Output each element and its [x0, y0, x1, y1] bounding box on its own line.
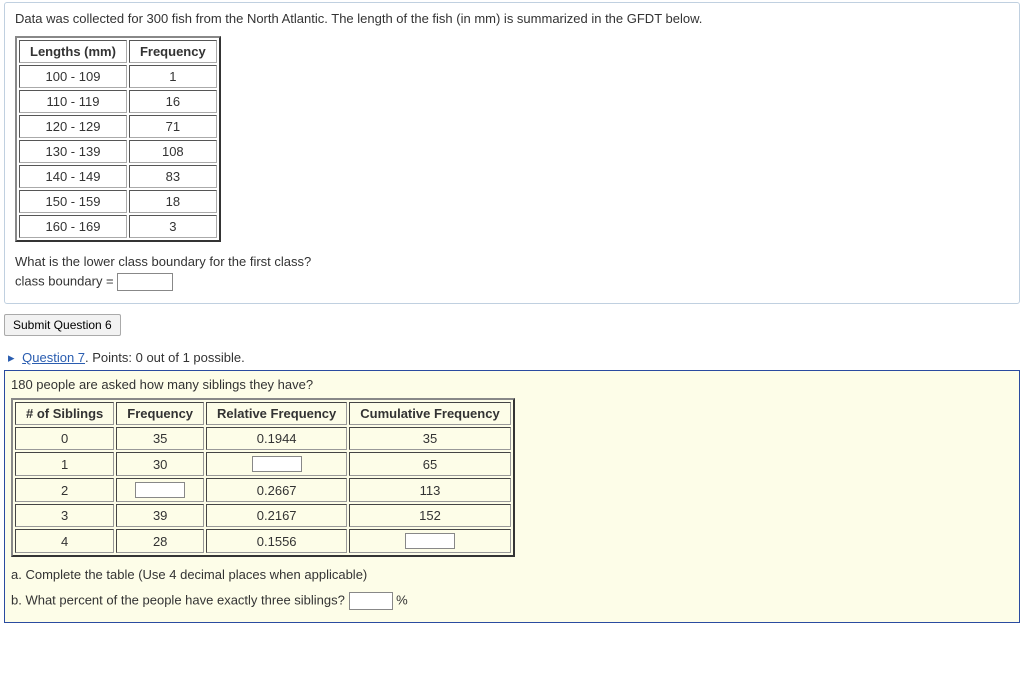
col-rel-frequency: Relative Frequency [206, 402, 347, 425]
table-header-row: # of Siblings Frequency Relative Frequen… [15, 402, 511, 425]
table-row: 0 35 0.1944 35 [15, 427, 511, 450]
question-7-link[interactable]: Question 7 [22, 350, 85, 365]
table-row: 3 39 0.2167 152 [15, 504, 511, 527]
question-6-box: Data was collected for 300 fish from the… [4, 2, 1020, 304]
table-row: 130 - 139108 [19, 140, 217, 163]
q7-freq-table: # of Siblings Frequency Relative Frequen… [11, 398, 515, 557]
submit-question-6-button[interactable]: Submit Question 6 [4, 314, 121, 336]
table-row: 4 28 0.1556 [15, 529, 511, 553]
q6-prompt: Data was collected for 300 fish from the… [15, 11, 1009, 26]
col-siblings: # of Siblings [15, 402, 114, 425]
class-boundary-input[interactable] [117, 273, 173, 291]
percent-sign: % [396, 592, 408, 607]
question-7-points: . Points: 0 out of 1 possible. [85, 350, 245, 365]
col-lengths: Lengths (mm) [19, 40, 127, 63]
table-row: 120 - 12971 [19, 115, 217, 138]
q7-part-b-text: b. What percent of the people have exact… [11, 592, 345, 607]
rel-freq-row1-input[interactable] [252, 456, 302, 472]
q7-part-a: a. Complete the table (Use 4 decimal pla… [11, 567, 1013, 582]
question-7-box: 180 people are asked how many siblings t… [4, 370, 1020, 623]
expand-icon[interactable]: ▸ [8, 350, 15, 365]
q6-answer-row: class boundary = [15, 273, 1009, 291]
percent-three-siblings-input[interactable] [349, 592, 393, 610]
table-row: 150 - 15918 [19, 190, 217, 213]
q7-prompt: 180 people are asked how many siblings t… [11, 377, 1013, 392]
table-row: 140 - 14983 [19, 165, 217, 188]
q7-part-b-row: b. What percent of the people have exact… [11, 592, 1013, 610]
col-frequency: Frequency [129, 40, 217, 63]
freq-row2-input[interactable] [135, 482, 185, 498]
q6-answer-label: class boundary = [15, 273, 114, 288]
col-frequency: Frequency [116, 402, 204, 425]
question-7-header: ▸ Question 7. Points: 0 out of 1 possibl… [8, 350, 1024, 366]
table-row: 110 - 11916 [19, 90, 217, 113]
table-row: 160 - 1693 [19, 215, 217, 238]
col-cum-frequency: Cumulative Frequency [349, 402, 510, 425]
table-header-row: Lengths (mm) Frequency [19, 40, 217, 63]
table-row: 100 - 1091 [19, 65, 217, 88]
q6-sub-question: What is the lower class boundary for the… [15, 254, 1009, 269]
q6-freq-table: Lengths (mm) Frequency 100 - 1091 110 - … [15, 36, 221, 242]
table-row: 2 0.2667 113 [15, 478, 511, 502]
table-row: 1 30 65 [15, 452, 511, 476]
cum-freq-row4-input[interactable] [405, 533, 455, 549]
